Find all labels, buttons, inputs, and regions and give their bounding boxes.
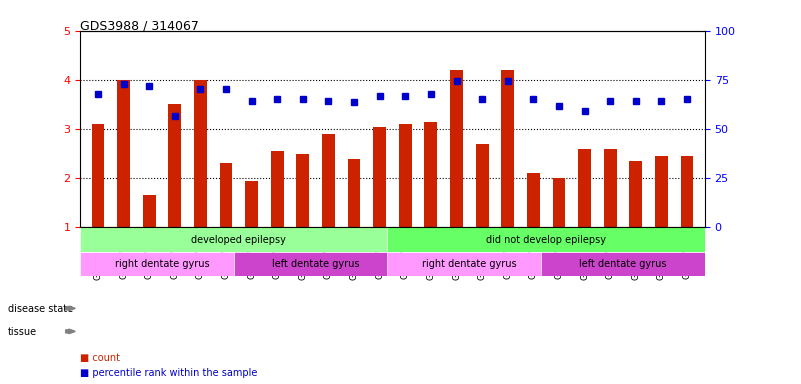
Text: left dentate gyrus: left dentate gyrus — [272, 259, 360, 269]
Bar — [245, 180, 258, 227]
Bar — [322, 134, 335, 227]
Bar — [476, 144, 489, 227]
Text: ■ count: ■ count — [80, 353, 120, 363]
FancyBboxPatch shape — [234, 252, 397, 276]
Bar — [553, 178, 566, 227]
Bar — [194, 80, 207, 227]
Bar — [630, 161, 642, 227]
Bar — [527, 173, 540, 227]
Bar — [425, 122, 437, 227]
Bar — [296, 154, 309, 227]
Bar — [168, 104, 181, 227]
FancyBboxPatch shape — [80, 227, 397, 252]
Bar — [450, 70, 463, 227]
Text: right dentate gyrus: right dentate gyrus — [422, 259, 517, 269]
Bar — [655, 156, 668, 227]
Bar — [681, 156, 694, 227]
Text: developed epilepsy: developed epilepsy — [191, 235, 286, 245]
Bar — [143, 195, 155, 227]
Text: right dentate gyrus: right dentate gyrus — [115, 259, 209, 269]
Bar — [91, 124, 104, 227]
Text: left dentate gyrus: left dentate gyrus — [579, 259, 666, 269]
Text: ■ percentile rank within the sample: ■ percentile rank within the sample — [80, 368, 257, 378]
FancyBboxPatch shape — [388, 252, 551, 276]
Bar — [117, 80, 130, 227]
Text: tissue: tissue — [8, 327, 37, 337]
Bar — [348, 159, 360, 227]
Bar — [604, 149, 617, 227]
Text: disease state: disease state — [8, 304, 73, 314]
FancyBboxPatch shape — [80, 252, 244, 276]
Bar — [219, 164, 232, 227]
Bar — [373, 127, 386, 227]
Bar — [578, 149, 591, 227]
Bar — [271, 151, 284, 227]
Text: did not develop epilepsy: did not develop epilepsy — [486, 235, 606, 245]
Bar — [399, 124, 412, 227]
Text: GDS3988 / 314067: GDS3988 / 314067 — [80, 19, 199, 32]
FancyBboxPatch shape — [388, 227, 705, 252]
FancyBboxPatch shape — [541, 252, 705, 276]
Bar — [501, 70, 514, 227]
